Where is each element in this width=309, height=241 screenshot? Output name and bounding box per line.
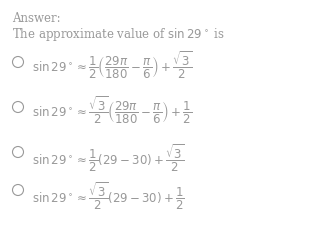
Text: $\sin 29^\circ \approx \dfrac{1}{2}(29 - 30) + \dfrac{\sqrt{3}}{2}$: $\sin 29^\circ \approx \dfrac{1}{2}(29 -… bbox=[32, 143, 185, 174]
Text: $\sin 29^\circ \approx \dfrac{\sqrt{3}}{2}\left(\dfrac{29\pi}{180} - \dfrac{\pi}: $\sin 29^\circ \approx \dfrac{\sqrt{3}}{… bbox=[32, 95, 192, 126]
Text: Answer:: Answer: bbox=[12, 12, 61, 25]
Text: $\sin 29^\circ \approx \dfrac{\sqrt{3}}{2}(29 - 30) + \dfrac{1}{2}$: $\sin 29^\circ \approx \dfrac{\sqrt{3}}{… bbox=[32, 181, 185, 212]
Text: $\sin 29^\circ \approx \dfrac{1}{2}\left(\dfrac{29\pi}{180} - \dfrac{\pi}{6}\rig: $\sin 29^\circ \approx \dfrac{1}{2}\left… bbox=[32, 50, 192, 81]
Text: The approximate value of $\sin 29^\circ$ is: The approximate value of $\sin 29^\circ$… bbox=[12, 26, 225, 43]
